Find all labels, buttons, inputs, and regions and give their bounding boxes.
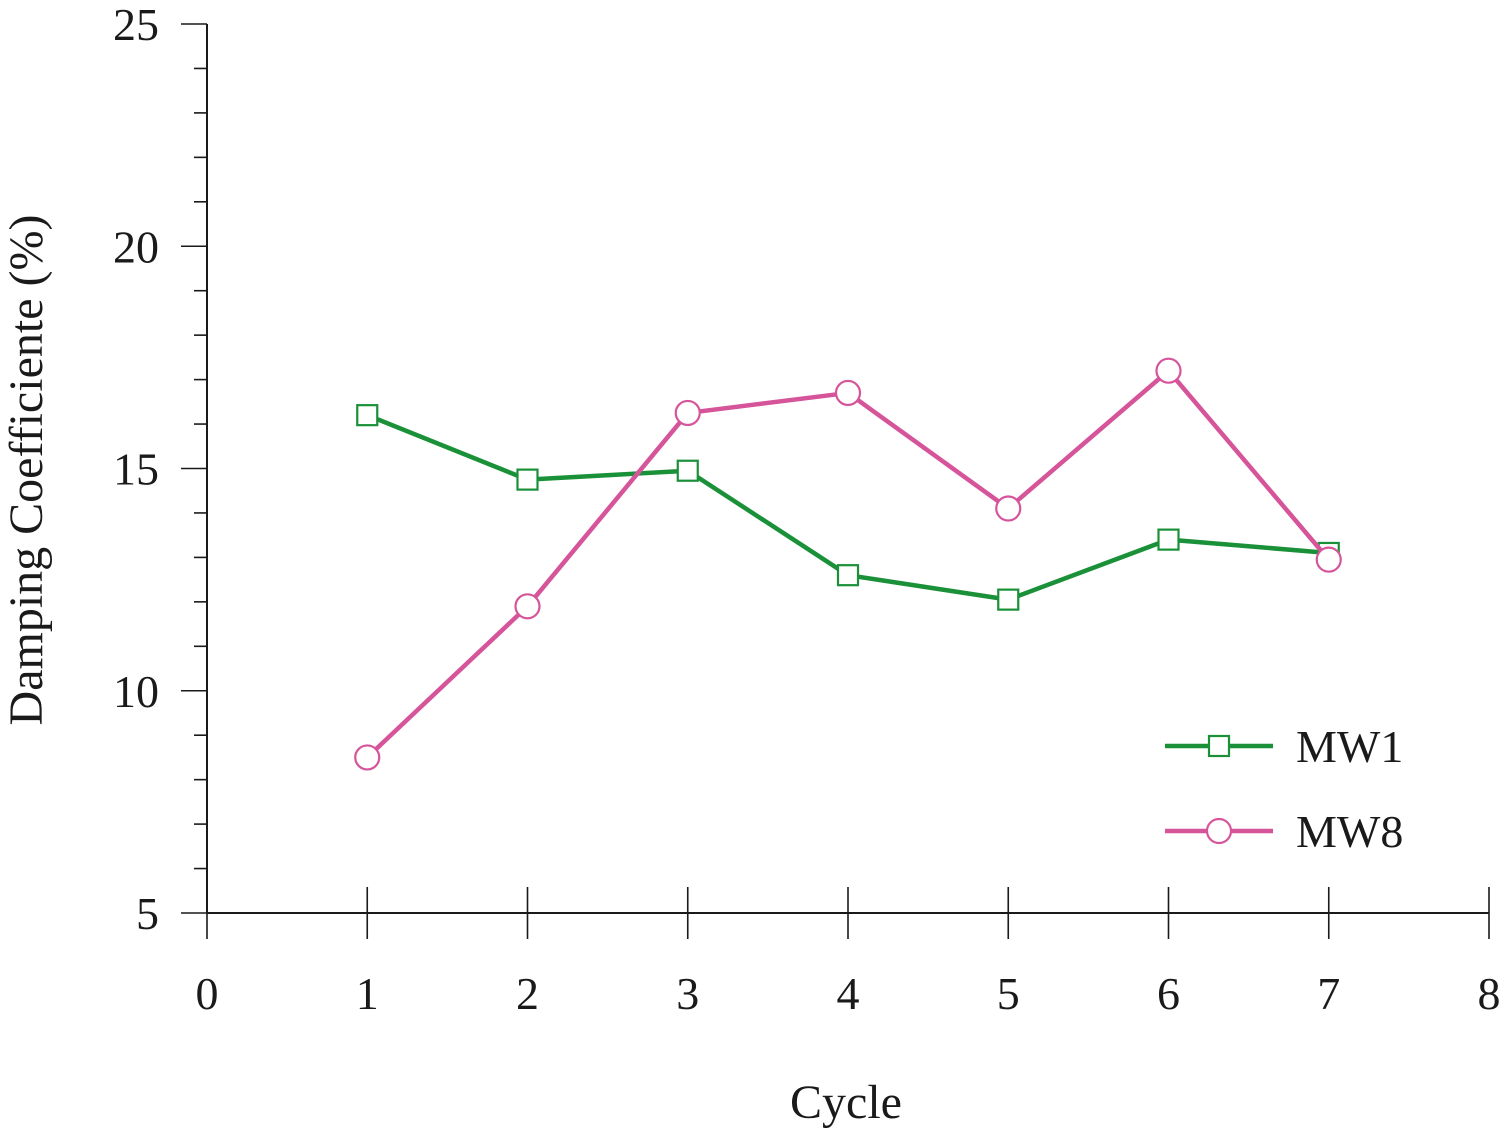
- y-tick-label: 25: [113, 0, 159, 50]
- data-point: [1315, 546, 1342, 573]
- data-point: [674, 399, 701, 427]
- x-axis-title: Cycle: [790, 1076, 902, 1129]
- x-tick-label: 6: [1157, 968, 1180, 1019]
- x-tick-label: 4: [837, 968, 860, 1019]
- series-lines: [354, 357, 1342, 771]
- data-point: [836, 564, 860, 587]
- data-point: [1157, 528, 1180, 551]
- legend: MW1 MW8: [1165, 721, 1403, 857]
- data-point: [516, 468, 539, 491]
- x-tick-label: 3: [676, 968, 699, 1019]
- x-tick-label: 0: [196, 968, 219, 1019]
- x-tick-label: 1: [356, 968, 379, 1019]
- data-point: [676, 459, 699, 482]
- y-tick-label: 20: [113, 221, 159, 272]
- legend-item: MW1: [1165, 721, 1403, 772]
- axes: [206, 24, 1489, 914]
- data-point: [354, 744, 381, 771]
- y-tick-label: 5: [136, 888, 159, 939]
- data-point: [356, 404, 379, 427]
- data-point: [834, 379, 862, 407]
- legend-marker: [1207, 734, 1231, 758]
- x-tick-label: 5: [997, 968, 1020, 1019]
- x-tick-label: 8: [1478, 968, 1500, 1019]
- y-tick-label: 15: [113, 444, 159, 495]
- data-point: [1155, 357, 1182, 384]
- series-MW1: [356, 404, 1340, 611]
- data-point: [997, 588, 1020, 611]
- legend-marker: [1205, 817, 1233, 845]
- series-MW8: [354, 357, 1342, 771]
- data-point: [514, 593, 541, 620]
- legend-item: MW8: [1165, 806, 1403, 857]
- y-tick-label: 10: [113, 666, 159, 717]
- legend-label: MW8: [1296, 806, 1403, 857]
- data-point: [995, 495, 1022, 522]
- legend-label: MW1: [1296, 721, 1403, 772]
- series-line: [365, 368, 1331, 760]
- y-axis-title: Damping Coefficiente (%): [0, 215, 53, 726]
- tick-labels: 5 10 15 20 25 0 1 2 3 4 5 6 7 8: [113, 0, 1500, 1019]
- tick-marks: [181, 23, 1490, 939]
- x-tick-label: 2: [516, 968, 539, 1019]
- x-tick-label: 7: [1317, 968, 1340, 1019]
